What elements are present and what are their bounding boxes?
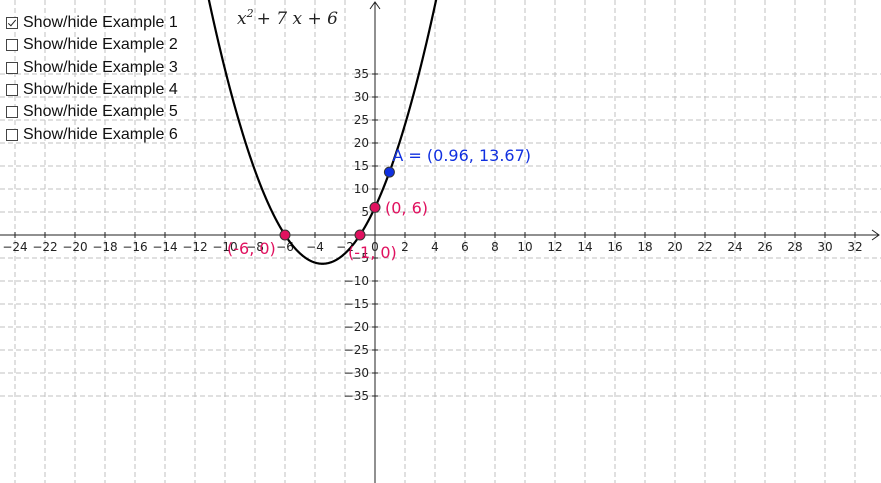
x-tick-label: 10 [517,240,532,254]
x-tick-label: −18 [92,240,117,254]
example-toggle-6[interactable]: Show/hide Example 6 [6,123,178,145]
parabola-curve[interactable] [205,0,440,265]
y-tick-label: 35 [354,67,369,81]
x-tick-label: 28 [787,240,802,254]
point-2[interactable] [354,229,366,241]
x-tick-label: −4 [306,240,324,254]
checkbox-label-4: Show/hide Example 4 [23,81,178,99]
x-tick-label: −16 [122,240,147,254]
x-tick-label: 6 [461,240,469,254]
point-label-4: A = (0.96, 13.67) [392,146,531,165]
x-tick-label: −8 [246,240,264,254]
checkbox-1[interactable] [6,17,18,30]
tick-labels: −24 −22 −20 −18 −16 −14 −12 −10 −8 −6 −4 −2 0 2 4 6 8 10 1… [2,67,862,403]
x-tick-label: 14 [577,240,592,254]
x-tick-label: −20 [62,240,87,254]
x-tick-label: 22 [697,240,712,254]
y-tick-label: 15 [354,159,369,173]
function-formula: x2 + 7 x + 6 [237,7,338,29]
x-tick-label: −12 [182,240,207,254]
checkbox-label-5: Show/hide Example 5 [23,103,178,121]
x-axis-arrow [871,229,880,241]
x-tick-label: −6 [276,240,294,254]
point-label-2: (-1, 0) [348,243,397,262]
x-tick-label: 18 [637,240,652,254]
y-axis-arrow [369,1,381,10]
x-tick-label: −22 [32,240,57,254]
x-tick-label: 20 [667,240,682,254]
checkbox-label-1: Show/hide Example 1 [23,14,178,32]
y-tick-label: −5 [351,251,369,265]
y-tick-label: −15 [344,297,369,311]
y-tick-label: 10 [354,182,369,196]
checkbox-label-3: Show/hide Example 3 [23,58,178,76]
y-tick-label: −30 [344,366,369,380]
x-tick-label: 8 [491,240,499,254]
point-3[interactable] [369,201,381,213]
y-tick-label: −10 [344,274,369,288]
checkbox-3[interactable] [6,61,18,74]
x-tick-label: −24 [2,240,27,254]
example-toggle-3[interactable]: Show/hide Example 3 [6,57,178,79]
x-tick-label: 12 [547,240,562,254]
example-checkbox-list: Show/hide Example 1 Show/hide Example 2 Sh… [6,12,178,146]
y-tick-label: 25 [354,113,369,127]
y-tick-label: 5 [361,205,369,219]
y-tick-label: −25 [344,343,369,357]
points[interactable]: (-6, 0) (-1, 0) (0, 6) A = (0.96, 13.67) [227,146,531,262]
point-label-3: (0, 6) [385,198,428,217]
example-toggle-5[interactable]: Show/hide Example 5 [6,101,178,123]
checkbox-label-6: Show/hide Example 6 [23,125,178,143]
example-toggle-1[interactable]: Show/hide Example 1 [6,12,178,34]
checkbox-2[interactable] [6,39,18,52]
point-4[interactable] [383,166,395,178]
point-1[interactable] [279,229,291,241]
y-tick-label: 30 [354,90,369,104]
point-label-1: (-6, 0) [227,239,276,258]
x-tick-label: 26 [757,240,772,254]
x-tick-label: 24 [727,240,742,254]
x-tick-label: 4 [431,240,439,254]
checkbox-label-2: Show/hide Example 2 [23,36,178,54]
y-tick-label: 20 [354,136,369,150]
x-tick-label: 30 [817,240,832,254]
x-tick-label: 2 [401,240,409,254]
x-tick-label: 0 [371,240,379,254]
y-tick-label: −35 [344,389,369,403]
x-tick-label: −10 [212,240,237,254]
x-tick-label: 32 [847,240,862,254]
y-tick-label: −20 [344,320,369,334]
example-toggle-4[interactable]: Show/hide Example 4 [6,79,178,101]
checkbox-4[interactable] [6,84,18,97]
example-toggle-2[interactable]: Show/hide Example 2 [6,34,178,56]
checkbox-6[interactable] [6,128,18,141]
checkbox-5[interactable] [6,106,18,119]
x-tick-label: 16 [607,240,622,254]
x-tick-label: −14 [152,240,177,254]
